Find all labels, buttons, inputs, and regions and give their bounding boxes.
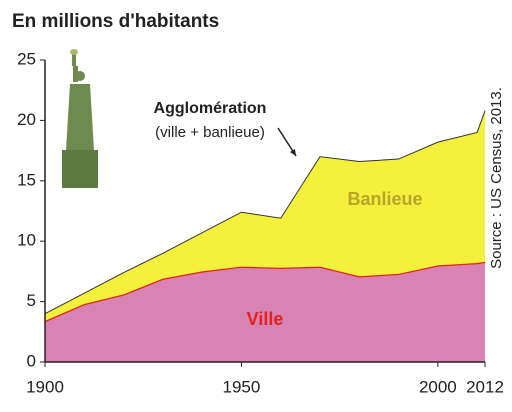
y-tick-label: 0 [27,351,36,370]
series-label: Banlieue [347,189,422,209]
plot: Ville Banlieue 0 5 10 15 20 25 1900 1950 2000 2012 [17,49,504,396]
y-tick-label: 20 [17,110,36,129]
area [45,261,485,362]
annotation-sub: (ville + banlieue) [155,124,265,141]
y-tick-label: 25 [17,49,36,68]
series-label: Ville [247,309,284,329]
source: Source : US Census, 2013. [488,87,505,269]
x-tick-label: 1950 [223,377,261,396]
area-top-line [44,110,486,315]
y-tick-label: 10 [17,231,36,250]
annotation: Agglomération [154,100,267,117]
y-tick-label: 15 [17,170,36,189]
y-tick-label: 5 [27,291,36,310]
statue-illustration [62,49,98,188]
chart-title: En millions d'habitants [12,11,219,32]
annotation-arrowhead [290,149,296,156]
x-tick-label: 2000 [419,377,457,396]
x-tick-label: 2012 [466,377,504,396]
x-tick-label: 1900 [26,377,64,396]
